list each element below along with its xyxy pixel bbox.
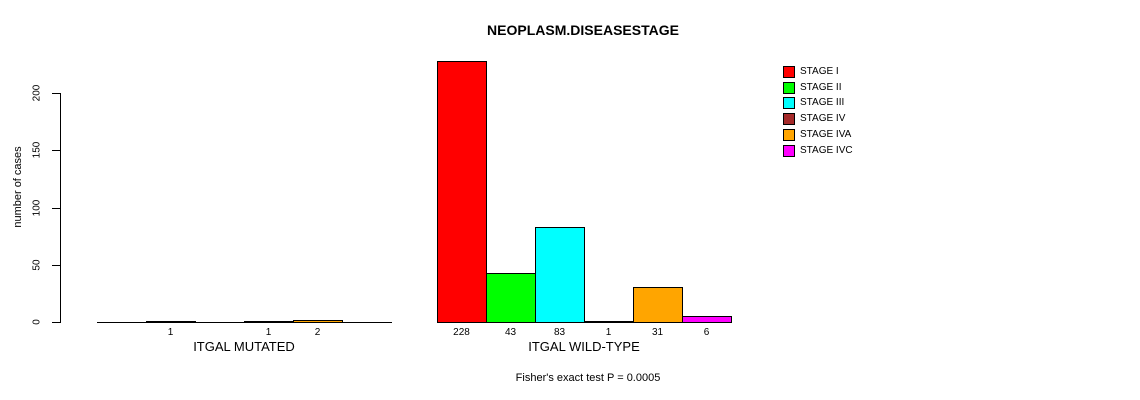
bar-itgal-wild-type-stage-i	[437, 61, 487, 323]
bar-count-label-itgal-wild-type-stage-iva: 31	[651, 327, 664, 338]
bar-count-label-itgal-mutated-stage-ii: 1	[167, 327, 174, 338]
bar-count-label-itgal-mutated-stage-iva: 2	[314, 327, 321, 338]
bar-count-label-itgal-wild-type-stage-ivc: 6	[703, 327, 710, 338]
fisher-test-annotation: Fisher's exact test P = 0.0005	[515, 372, 661, 384]
chart-title: NEOPLASM.DISEASESTAGE	[487, 22, 679, 38]
y-tick-mark	[52, 93, 60, 94]
y-tick-label: 150	[31, 141, 43, 159]
legend-swatch-stage-iii	[783, 97, 795, 109]
y-tick-label: 0	[31, 319, 43, 325]
y-tick-mark	[52, 208, 60, 209]
bar-itgal-mutated-stage-ii	[146, 321, 196, 323]
y-tick-mark	[52, 265, 60, 266]
legend-swatch-stage-iva	[783, 129, 795, 141]
bar-itgal-wild-type-stage-iv	[584, 321, 634, 323]
legend-swatch-stage-ivc	[783, 145, 795, 157]
legend-label-stage-iv: STAGE IV	[800, 113, 846, 124]
y-axis-line	[60, 93, 61, 323]
y-tick-label: 200	[31, 84, 43, 102]
legend-swatch-stage-iv	[783, 113, 795, 125]
legend-label-stage-iva: STAGE IVA	[800, 129, 852, 140]
y-tick-label: 50	[31, 259, 43, 271]
bar-count-label-itgal-mutated-stage-iv: 1	[265, 327, 272, 338]
bar-itgal-wild-type-stage-ivc	[682, 316, 732, 323]
x-group-label-itgal-wild-type: ITGAL WILD-TYPE	[528, 339, 640, 354]
legend-swatch-stage-i	[783, 66, 795, 78]
bar-count-label-itgal-wild-type-stage-iv: 1	[605, 327, 612, 338]
y-tick-mark	[52, 150, 60, 151]
bar-itgal-mutated-stage-iva	[293, 320, 343, 323]
bar-count-label-itgal-wild-type-stage-iii: 83	[553, 327, 566, 338]
bar-count-label-itgal-wild-type-stage-i: 228	[453, 327, 470, 338]
legend-label-stage-iii: STAGE III	[800, 97, 845, 108]
legend-label-stage-i: STAGE I	[800, 66, 839, 77]
bar-itgal-wild-type-stage-iva	[633, 287, 683, 323]
legend-label-stage-ivc: STAGE IVC	[800, 145, 853, 156]
x-group-label-itgal-mutated: ITGAL MUTATED	[193, 339, 295, 354]
legend-label-stage-ii: STAGE II	[800, 82, 842, 93]
y-axis-label: number of cases	[12, 146, 24, 228]
bar-itgal-mutated-stage-iv	[244, 321, 294, 323]
y-tick-mark	[52, 322, 60, 323]
legend-swatch-stage-ii	[783, 82, 795, 94]
bar-itgal-wild-type-stage-iii	[535, 227, 585, 323]
bar-itgal-wild-type-stage-ii	[486, 273, 536, 323]
y-tick-label: 100	[31, 199, 43, 217]
bar-count-label-itgal-wild-type-stage-ii: 43	[504, 327, 517, 338]
